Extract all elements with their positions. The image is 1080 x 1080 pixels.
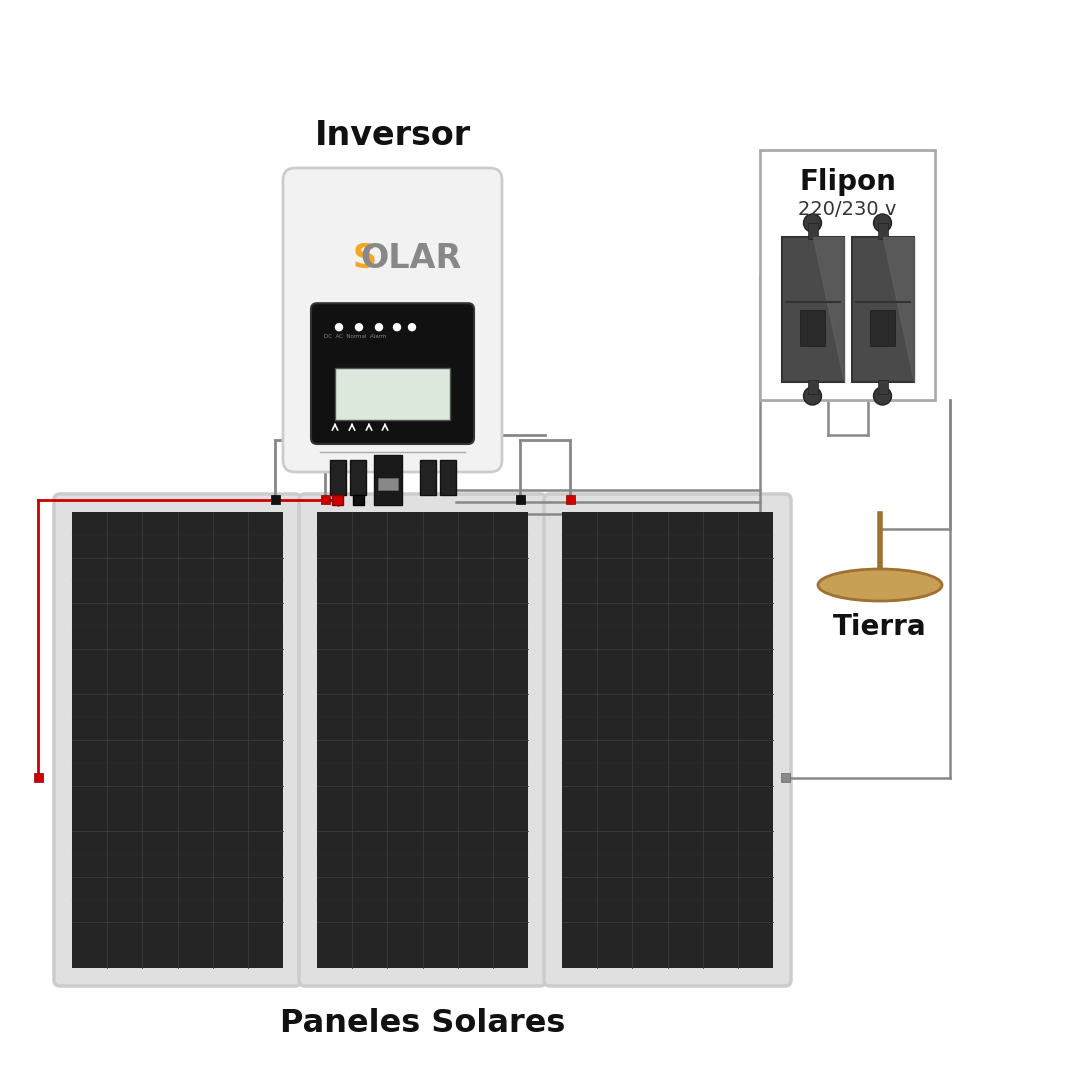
- Bar: [870, 310, 895, 346]
- Text: 220/230 v: 220/230 v: [798, 200, 896, 219]
- Bar: [352, 495, 364, 505]
- Text: S: S: [352, 242, 377, 275]
- Bar: [318, 512, 528, 968]
- Bar: [877, 380, 888, 394]
- Bar: [808, 222, 818, 239]
- Bar: [808, 380, 818, 394]
- Bar: [335, 368, 450, 420]
- Circle shape: [408, 324, 416, 330]
- Circle shape: [355, 324, 363, 330]
- FancyBboxPatch shape: [311, 303, 474, 444]
- Bar: [378, 478, 397, 490]
- FancyBboxPatch shape: [54, 494, 301, 986]
- Bar: [516, 495, 525, 504]
- Bar: [419, 460, 435, 495]
- FancyBboxPatch shape: [544, 494, 791, 986]
- Bar: [33, 773, 43, 782]
- Bar: [800, 310, 825, 346]
- FancyBboxPatch shape: [299, 494, 546, 986]
- Ellipse shape: [804, 387, 822, 405]
- Text: OLAR: OLAR: [360, 242, 461, 275]
- Bar: [374, 455, 402, 505]
- Polygon shape: [812, 237, 843, 382]
- Circle shape: [393, 324, 401, 330]
- Bar: [851, 237, 914, 382]
- Text: Flipon: Flipon: [799, 168, 896, 195]
- Bar: [321, 495, 330, 504]
- Polygon shape: [882, 237, 914, 382]
- Bar: [566, 495, 575, 504]
- Bar: [562, 512, 773, 968]
- Bar: [760, 150, 935, 400]
- Bar: [332, 495, 342, 505]
- FancyBboxPatch shape: [283, 168, 502, 472]
- Text: Inversor: Inversor: [314, 119, 471, 152]
- Bar: [440, 460, 456, 495]
- Text: DC  AC  Normal  Alarm: DC AC Normal Alarm: [324, 334, 386, 339]
- Bar: [782, 237, 843, 382]
- Bar: [271, 495, 280, 504]
- Circle shape: [376, 324, 382, 330]
- Bar: [329, 460, 346, 495]
- Ellipse shape: [874, 387, 891, 405]
- Bar: [877, 222, 888, 239]
- Bar: [781, 773, 789, 782]
- Ellipse shape: [818, 569, 942, 600]
- Bar: [72, 512, 283, 968]
- Text: Paneles Solares: Paneles Solares: [280, 1008, 565, 1039]
- Circle shape: [336, 324, 342, 330]
- Ellipse shape: [874, 214, 891, 232]
- Bar: [350, 460, 365, 495]
- Text: Tierra: Tierra: [833, 613, 927, 642]
- Ellipse shape: [804, 214, 822, 232]
